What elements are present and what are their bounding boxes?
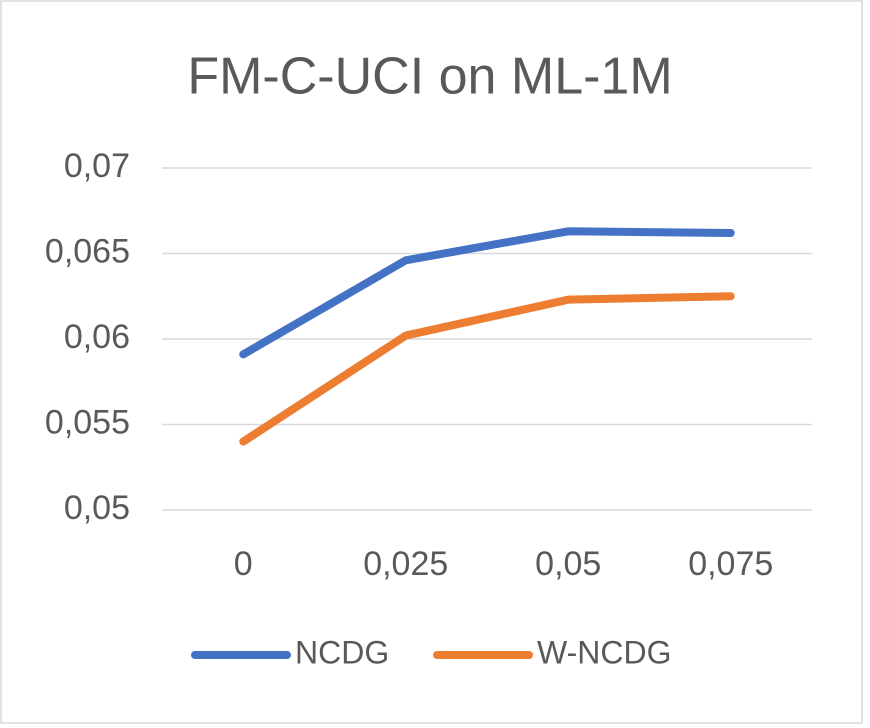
x-tick-label: 0,025 <box>363 545 448 583</box>
y-tick-label: 0,065 <box>45 232 130 270</box>
data-line <box>239 227 735 359</box>
legend-label: W-NCDG <box>537 634 672 670</box>
y-tick-label: 0,07 <box>64 147 130 185</box>
y-tick-label: 0,055 <box>45 403 130 441</box>
chart-title: FM-C-UCI on ML-1M <box>187 48 672 106</box>
x-tick-label: 0 <box>234 545 253 583</box>
legend-label: NCDG <box>295 634 389 670</box>
data-line <box>239 292 735 446</box>
y-tick-label: 0,06 <box>64 318 130 356</box>
x-tick-label: 0,075 <box>688 545 773 583</box>
y-tick-label: 0,05 <box>64 489 130 527</box>
x-tick-label: 0,05 <box>535 545 601 583</box>
